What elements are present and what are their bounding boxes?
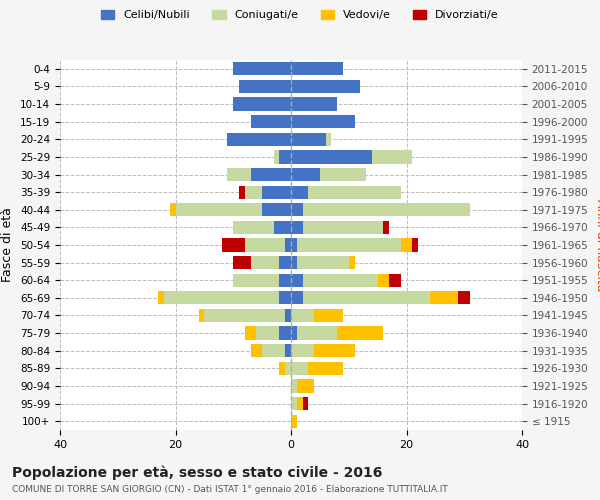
Legend: Celibi/Nubili, Coniugati/e, Vedovi/e, Divorziati/e: Celibi/Nubili, Coniugati/e, Vedovi/e, Di… bbox=[97, 6, 503, 25]
Bar bbox=[280, 274, 291, 287]
Bar bbox=[412, 238, 418, 252]
Bar bbox=[227, 168, 251, 181]
Bar bbox=[233, 221, 274, 234]
Bar bbox=[245, 238, 285, 252]
Y-axis label: Anni di nascita: Anni di nascita bbox=[594, 198, 600, 291]
Bar bbox=[430, 291, 458, 304]
Bar bbox=[233, 274, 280, 287]
Bar bbox=[262, 344, 285, 358]
Bar bbox=[291, 186, 308, 198]
Bar bbox=[176, 203, 262, 216]
Bar bbox=[262, 203, 291, 216]
Bar bbox=[297, 380, 314, 392]
Bar bbox=[239, 186, 245, 198]
Bar bbox=[337, 326, 383, 340]
Bar bbox=[245, 186, 262, 198]
Bar bbox=[291, 397, 297, 410]
Bar bbox=[291, 203, 302, 216]
Bar bbox=[239, 80, 291, 93]
Bar bbox=[297, 397, 302, 410]
Bar bbox=[280, 291, 291, 304]
Bar bbox=[164, 291, 280, 304]
Bar bbox=[280, 256, 291, 269]
Bar bbox=[158, 291, 164, 304]
Bar bbox=[302, 397, 308, 410]
Bar bbox=[251, 256, 280, 269]
Bar bbox=[308, 362, 343, 375]
Bar bbox=[291, 115, 355, 128]
Bar bbox=[314, 309, 343, 322]
Bar bbox=[280, 362, 285, 375]
Bar bbox=[308, 186, 401, 198]
Bar bbox=[227, 132, 291, 146]
Bar bbox=[245, 326, 256, 340]
Bar bbox=[291, 380, 297, 392]
Bar bbox=[297, 238, 401, 252]
Bar bbox=[302, 203, 470, 216]
Bar bbox=[291, 309, 314, 322]
Bar bbox=[326, 132, 331, 146]
Bar bbox=[297, 326, 337, 340]
Bar bbox=[291, 80, 360, 93]
Bar bbox=[285, 344, 291, 358]
Bar bbox=[205, 309, 285, 322]
Text: Popolazione per età, sesso e stato civile - 2016: Popolazione per età, sesso e stato civil… bbox=[12, 465, 382, 479]
Bar bbox=[389, 274, 401, 287]
Bar bbox=[291, 168, 320, 181]
Y-axis label: Fasce di età: Fasce di età bbox=[1, 208, 14, 282]
Bar bbox=[291, 256, 297, 269]
Bar bbox=[383, 221, 389, 234]
Bar bbox=[222, 238, 245, 252]
Bar bbox=[291, 98, 337, 110]
Text: COMUNE DI TORRE SAN GIORGIO (CN) - Dati ISTAT 1° gennaio 2016 - Elaborazione TUT: COMUNE DI TORRE SAN GIORGIO (CN) - Dati … bbox=[12, 485, 448, 494]
Bar bbox=[291, 344, 314, 358]
Bar bbox=[233, 256, 251, 269]
Bar bbox=[291, 362, 308, 375]
Bar bbox=[199, 309, 205, 322]
Bar bbox=[274, 221, 291, 234]
Bar bbox=[458, 291, 470, 304]
Bar bbox=[233, 98, 291, 110]
Bar bbox=[291, 274, 302, 287]
Bar bbox=[377, 274, 389, 287]
Bar bbox=[372, 150, 412, 164]
Bar bbox=[320, 168, 366, 181]
Bar bbox=[280, 326, 291, 340]
Bar bbox=[291, 238, 297, 252]
Bar bbox=[291, 150, 372, 164]
Bar bbox=[291, 132, 326, 146]
Bar bbox=[291, 62, 343, 76]
Bar bbox=[297, 256, 349, 269]
Bar bbox=[285, 309, 291, 322]
Bar bbox=[285, 362, 291, 375]
Bar bbox=[251, 115, 291, 128]
Bar bbox=[280, 150, 291, 164]
Bar bbox=[291, 326, 297, 340]
Bar bbox=[285, 238, 291, 252]
Bar bbox=[251, 344, 262, 358]
Bar bbox=[262, 186, 291, 198]
Bar bbox=[291, 221, 302, 234]
Bar bbox=[274, 150, 280, 164]
Bar bbox=[170, 203, 176, 216]
Bar bbox=[349, 256, 355, 269]
Bar bbox=[233, 62, 291, 76]
Bar bbox=[302, 221, 383, 234]
Bar bbox=[291, 291, 302, 304]
Bar bbox=[314, 344, 355, 358]
Bar bbox=[256, 326, 280, 340]
Bar bbox=[401, 238, 412, 252]
Bar bbox=[291, 414, 297, 428]
Bar bbox=[302, 291, 430, 304]
Bar bbox=[251, 168, 291, 181]
Bar bbox=[302, 274, 377, 287]
